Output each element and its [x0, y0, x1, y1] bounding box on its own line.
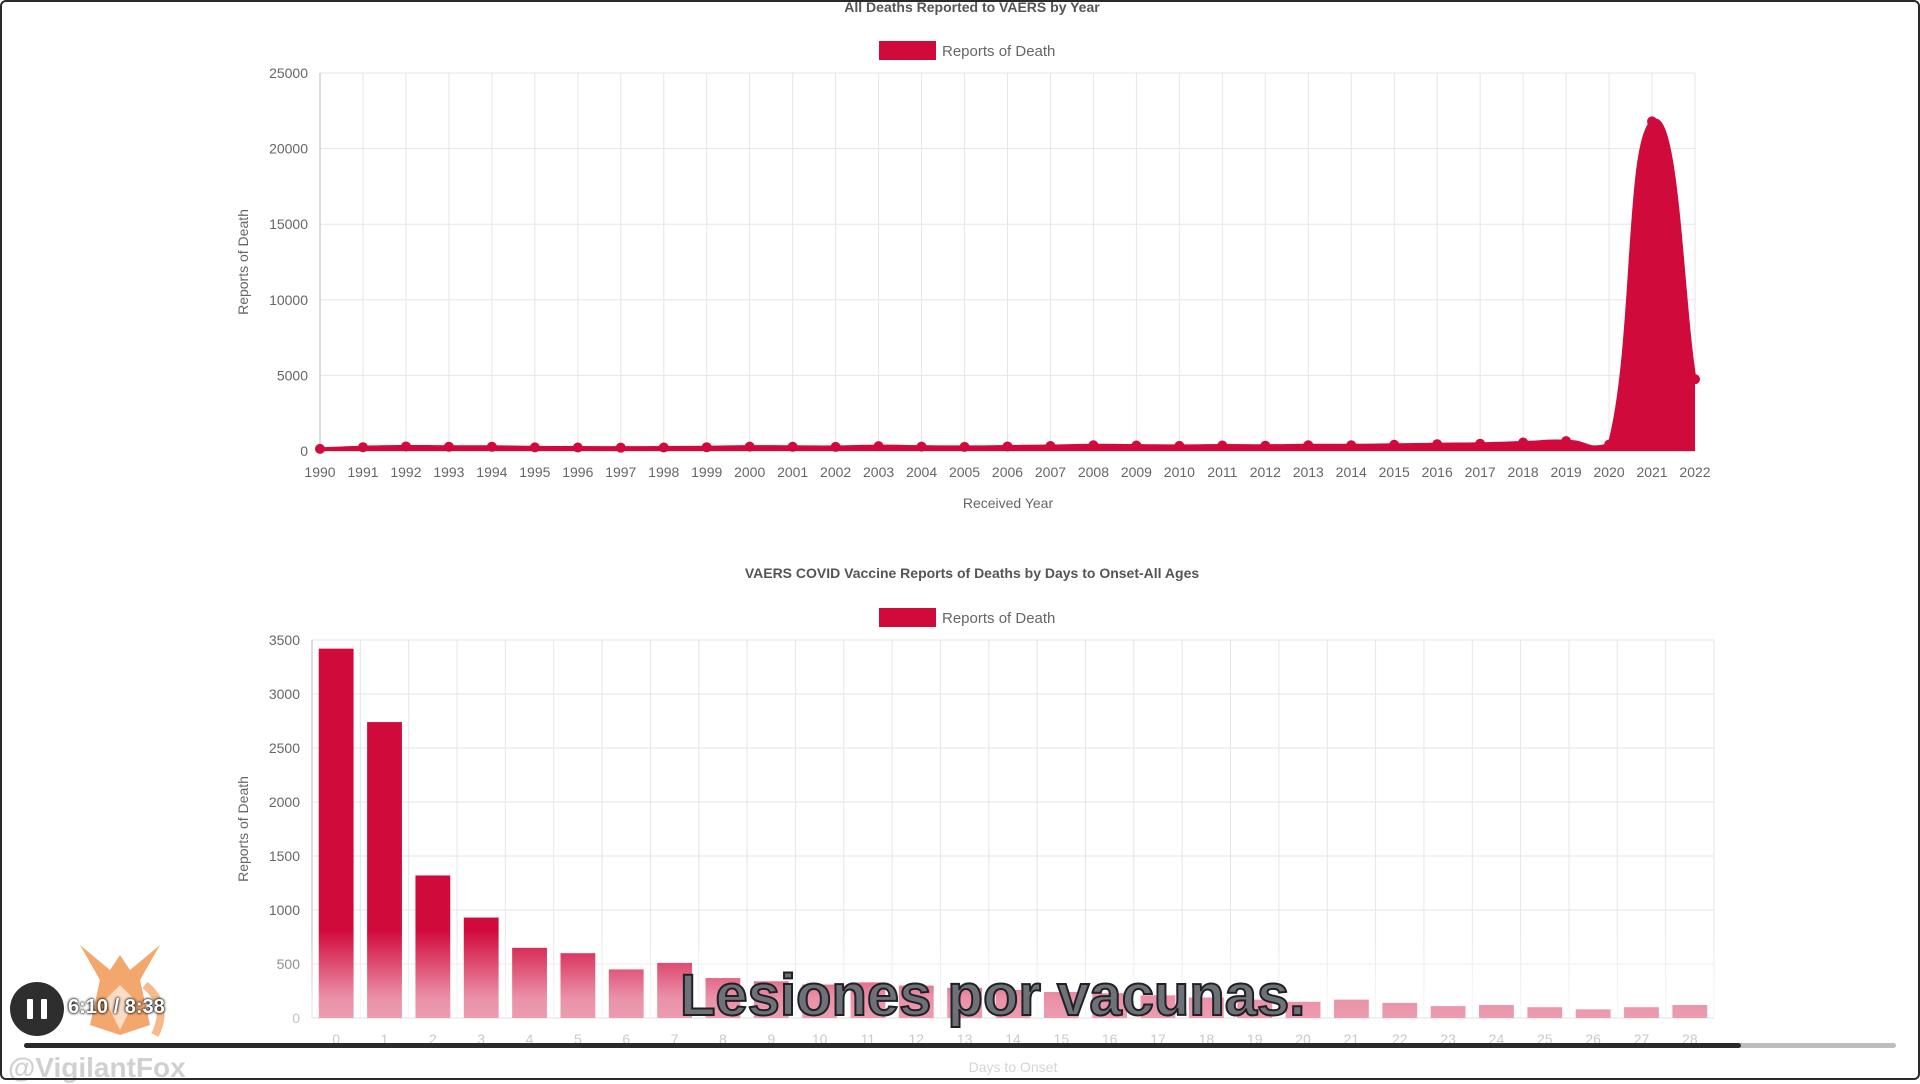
x-tick-label: 2001 [777, 464, 808, 480]
x-tick-label: 1999 [691, 464, 722, 480]
data-point-2016 [1432, 439, 1443, 450]
video-subtitle: Lesiones por vacunas. [679, 962, 1306, 1029]
data-point-2009 [1131, 440, 1142, 451]
y-tick-label: 10000 [269, 292, 308, 308]
data-point-1994 [486, 441, 497, 452]
legend-swatch [879, 41, 936, 60]
data-point-1996 [572, 442, 583, 453]
pause-icon-bar [41, 999, 47, 1019]
x-tick-label: 2012 [1250, 464, 1281, 480]
x-tick-label: 2008 [1078, 464, 1109, 480]
data-point-2004 [916, 441, 927, 452]
chart-title: All Deaths Reported to VAERS by Year [844, 0, 1100, 15]
data-point-2002 [830, 441, 841, 452]
data-point-2010 [1174, 440, 1185, 451]
x-tick-label: 2004 [906, 464, 937, 480]
channel-watermark: @VigilantFox [8, 1052, 186, 1083]
bottom-fade-overlay [0, 930, 1920, 1080]
data-point-2007 [1045, 441, 1056, 452]
x-tick-label: 2022 [1679, 464, 1710, 480]
x-tick-label: 1994 [476, 464, 507, 480]
y-tick-label: 15000 [269, 216, 308, 232]
y-tick-label: 3500 [269, 632, 300, 648]
data-point-2013 [1303, 440, 1314, 451]
pause-icon [27, 999, 33, 1019]
x-tick-label: 2014 [1336, 464, 1367, 480]
pause-button[interactable] [10, 982, 64, 1036]
x-axis-title: Received Year [963, 495, 1054, 511]
x-tick-label: 2019 [1551, 464, 1582, 480]
x-tick-label: 1998 [648, 464, 679, 480]
x-tick-label: 2016 [1422, 464, 1453, 480]
x-tick-label: 2020 [1593, 464, 1624, 480]
data-point-2021 [1647, 116, 1658, 127]
y-axis-title: Reports of Death [235, 209, 251, 315]
x-tick-label: 2005 [949, 464, 980, 480]
data-point-1990 [315, 443, 325, 454]
x-tick-label: 2007 [1035, 464, 1066, 480]
x-tick-label: 1997 [605, 464, 636, 480]
y-tick-label: 1500 [269, 848, 300, 864]
data-point-1995 [529, 442, 540, 453]
x-tick-label: 2002 [820, 464, 851, 480]
x-tick-label: 2013 [1293, 464, 1324, 480]
y-tick-label: 3000 [269, 686, 300, 702]
data-point-2017 [1475, 438, 1486, 449]
x-tick-label: 1995 [519, 464, 550, 480]
chart-title: VAERS COVID Vaccine Reports of Deaths by… [745, 565, 1200, 581]
x-tick-label: 2017 [1465, 464, 1496, 480]
y-tick-label: 2500 [269, 740, 300, 756]
x-tick-label: 1991 [347, 464, 378, 480]
legend-label: Reports of Death [942, 610, 1055, 627]
data-point-1997 [615, 442, 626, 453]
y-tick-label: 1000 [269, 902, 300, 918]
y-tick-label: 0 [300, 443, 308, 459]
x-tick-label: 1992 [390, 464, 421, 480]
data-point-2015 [1389, 439, 1400, 450]
y-axis-title: Reports of Death [235, 776, 251, 882]
data-point-2005 [959, 441, 970, 452]
data-point-2011 [1217, 440, 1228, 451]
video-progress-bar[interactable] [24, 1043, 1896, 1048]
x-tick-label: 2018 [1508, 464, 1539, 480]
x-tick-label: 1996 [562, 464, 593, 480]
data-point-1991 [357, 442, 368, 453]
data-point-2000 [744, 441, 755, 452]
x-tick-label: 2015 [1379, 464, 1410, 480]
x-tick-label: 2000 [734, 464, 765, 480]
data-point-2003 [873, 441, 884, 452]
y-tick-label: 25000 [269, 65, 308, 81]
video-progress-fill [24, 1043, 1741, 1048]
y-tick-label: 5000 [277, 367, 308, 383]
data-point-2006 [1002, 441, 1013, 452]
x-tick-label: 2009 [1121, 464, 1152, 480]
data-point-1998 [658, 442, 669, 453]
x-tick-label: 2006 [992, 464, 1023, 480]
data-point-2022 [1690, 374, 1700, 385]
data-point-1993 [443, 441, 454, 452]
fox-logo-icon [80, 945, 165, 1037]
time-display: 6:10 / 8:38 [68, 996, 165, 1018]
data-point-2012 [1260, 440, 1271, 451]
data-point-2018 [1518, 437, 1529, 448]
data-point-2014 [1346, 440, 1357, 451]
x-tick-label: 2010 [1164, 464, 1195, 480]
data-point-2001 [787, 441, 798, 452]
x-tick-label: 1993 [433, 464, 464, 480]
legend-swatch [879, 608, 936, 627]
y-tick-label: 2000 [269, 794, 300, 810]
legend-label: Reports of Death [942, 43, 1055, 60]
x-tick-label: 2003 [863, 464, 894, 480]
data-point-1999 [701, 442, 712, 453]
x-tick-label: 1990 [304, 464, 335, 480]
data-point-1992 [400, 441, 411, 452]
x-tick-label: 2021 [1636, 464, 1667, 480]
data-point-2008 [1088, 440, 1099, 451]
y-tick-label: 20000 [269, 141, 308, 157]
x-tick-label: 2011 [1207, 464, 1237, 480]
data-point-2019 [1561, 436, 1572, 447]
data-point-2020 [1604, 439, 1615, 450]
